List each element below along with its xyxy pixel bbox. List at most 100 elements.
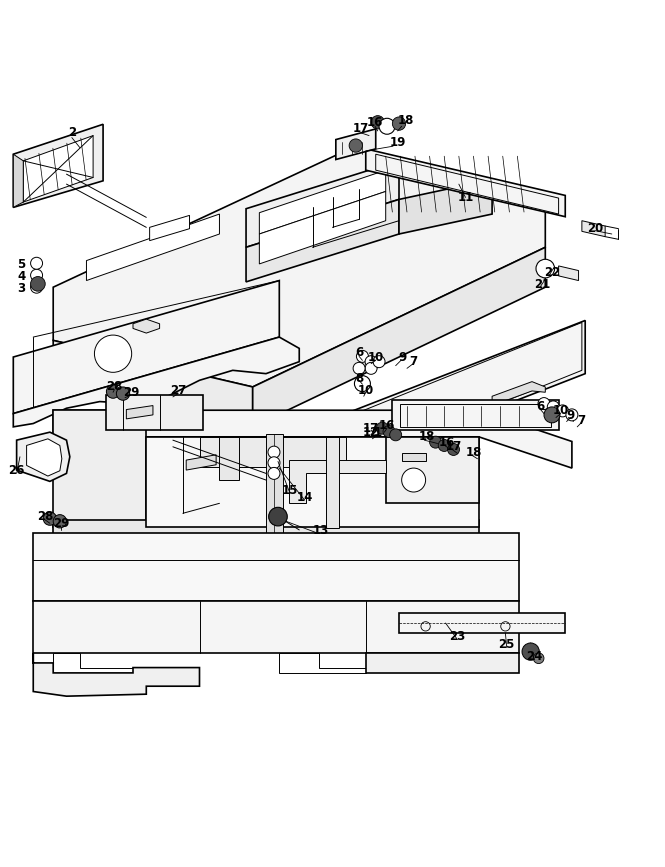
Text: 17: 17: [363, 421, 379, 434]
Text: 18: 18: [465, 447, 481, 460]
Polygon shape: [27, 439, 62, 476]
Polygon shape: [336, 129, 376, 160]
Text: 14: 14: [297, 491, 313, 504]
Text: 2: 2: [68, 127, 76, 140]
Circle shape: [373, 355, 385, 368]
Polygon shape: [53, 520, 479, 540]
Circle shape: [356, 350, 368, 362]
Polygon shape: [33, 533, 519, 601]
Polygon shape: [259, 170, 386, 234]
Circle shape: [354, 375, 370, 392]
Circle shape: [390, 429, 402, 440]
Polygon shape: [279, 653, 366, 673]
Text: 16: 16: [439, 436, 455, 449]
Polygon shape: [17, 432, 70, 481]
Polygon shape: [366, 653, 519, 673]
Polygon shape: [346, 321, 585, 466]
Circle shape: [43, 512, 57, 525]
Polygon shape: [33, 653, 200, 696]
Text: 21: 21: [534, 278, 550, 291]
Text: 24: 24: [527, 650, 543, 663]
Circle shape: [31, 277, 45, 291]
Text: 4: 4: [17, 270, 25, 283]
Polygon shape: [582, 221, 605, 237]
Polygon shape: [106, 395, 203, 430]
Polygon shape: [13, 281, 279, 414]
Polygon shape: [53, 147, 545, 387]
Text: 28: 28: [106, 381, 122, 394]
Circle shape: [31, 281, 43, 293]
Polygon shape: [366, 149, 565, 217]
Circle shape: [349, 139, 362, 153]
Polygon shape: [253, 247, 545, 427]
Polygon shape: [399, 179, 492, 234]
Polygon shape: [33, 601, 519, 653]
Text: 28: 28: [37, 510, 53, 523]
Circle shape: [544, 407, 560, 423]
Circle shape: [430, 436, 442, 448]
Text: 23: 23: [450, 630, 465, 643]
Text: 22: 22: [544, 266, 560, 279]
Bar: [400, 404, 551, 427]
Polygon shape: [53, 410, 146, 526]
Text: 19: 19: [390, 136, 406, 149]
Circle shape: [392, 117, 406, 130]
Text: 5: 5: [17, 258, 25, 271]
Circle shape: [53, 515, 66, 528]
Polygon shape: [126, 406, 153, 419]
Circle shape: [557, 405, 569, 417]
Polygon shape: [559, 266, 579, 281]
Text: 10: 10: [553, 404, 569, 417]
Polygon shape: [13, 154, 23, 207]
Text: 10: 10: [368, 350, 384, 363]
Text: 8: 8: [355, 373, 363, 386]
Circle shape: [538, 398, 550, 409]
Polygon shape: [246, 199, 399, 282]
Text: 27: 27: [170, 384, 186, 397]
Polygon shape: [23, 135, 93, 202]
Circle shape: [547, 401, 559, 413]
Polygon shape: [53, 410, 572, 468]
Circle shape: [268, 447, 280, 458]
Circle shape: [31, 270, 43, 281]
Text: 29: 29: [53, 518, 69, 531]
Polygon shape: [146, 437, 479, 526]
Circle shape: [353, 362, 365, 375]
Polygon shape: [186, 455, 216, 470]
Polygon shape: [13, 337, 299, 427]
Polygon shape: [386, 437, 479, 504]
Polygon shape: [402, 453, 426, 461]
Text: 16: 16: [367, 116, 383, 129]
Text: 25: 25: [499, 638, 515, 651]
Circle shape: [566, 409, 578, 420]
Polygon shape: [86, 214, 219, 281]
Circle shape: [522, 643, 539, 661]
Text: 11: 11: [458, 191, 473, 204]
Circle shape: [268, 457, 280, 469]
Polygon shape: [492, 381, 545, 406]
Text: 18: 18: [398, 114, 414, 127]
Circle shape: [365, 362, 377, 375]
Text: 20: 20: [587, 222, 603, 235]
Text: 12: 12: [363, 426, 379, 439]
Polygon shape: [326, 437, 339, 528]
Text: 3: 3: [17, 282, 25, 295]
Circle shape: [383, 426, 395, 438]
Polygon shape: [266, 434, 283, 533]
Polygon shape: [13, 124, 103, 207]
Polygon shape: [133, 319, 160, 333]
Circle shape: [268, 467, 280, 479]
Text: 7: 7: [410, 355, 418, 368]
Polygon shape: [53, 341, 253, 427]
Circle shape: [94, 335, 132, 372]
Text: 1: 1: [374, 426, 382, 439]
Text: 17: 17: [446, 440, 462, 453]
Text: 13: 13: [313, 524, 329, 537]
Circle shape: [116, 387, 130, 401]
Circle shape: [536, 259, 555, 278]
Circle shape: [371, 115, 384, 129]
Polygon shape: [399, 613, 565, 633]
Circle shape: [365, 355, 377, 368]
Text: 10: 10: [358, 384, 374, 397]
Circle shape: [438, 440, 450, 452]
